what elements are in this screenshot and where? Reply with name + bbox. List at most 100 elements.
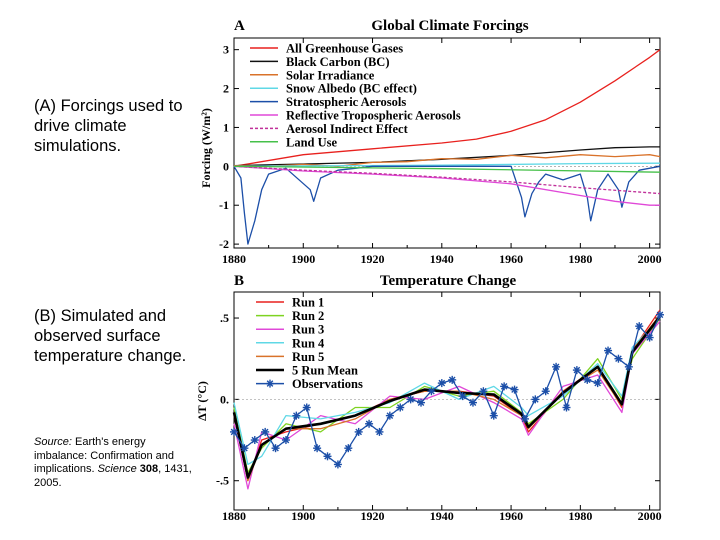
observation-star-stroke [604,347,612,354]
legend-label-observations: Observations [292,377,363,391]
observation-point [583,375,592,384]
observation-star-stroke [376,428,383,436]
y-tick-label: 0. [220,392,229,406]
observation-star-stroke [542,387,550,395]
observation-point [500,382,509,391]
panel-b: B Temperature Change 1880 1900 1920 1940 1960 1… [195,273,664,523]
series-line-reflective-tropospheric-aerosols [233,165,660,206]
legend-label-run-4: Run 4 [292,336,325,350]
series-line-land-use [233,165,661,173]
x-tick-label: 1880 [222,509,246,523]
observation-point [468,398,477,407]
caption-source: Source: Earth's energy imbalance: Confir… [34,436,194,490]
x-tick-label: 1960 [499,252,523,266]
observation-point [375,427,384,436]
panel-a: A Global Climate Forcings 1880 1900 1920 1940… [199,18,662,266]
observation-point [531,395,540,404]
observation-star-stroke [500,383,508,390]
observation-star-stroke [251,436,259,444]
legend-label-aerosol-indirect-effect: Aerosol Indirect Effect [286,122,409,136]
x-tick-label: 1980 [568,252,592,266]
observation-point [385,411,394,420]
observation-star-stroke [355,428,363,436]
observation-star-stroke [230,428,238,436]
legend-label-run-2: Run 2 [292,309,324,323]
observation-star-stroke [407,396,414,403]
observation-point [635,322,644,331]
observation-star-stroke [293,412,300,419]
observation-point [396,403,405,412]
y-tick-label: -1 [219,198,229,212]
x-tick-label: 2000 [638,252,662,266]
observation-point [261,427,270,436]
observation-star-stroke [625,363,633,371]
series-line-snow-albedo-bc-effect [233,162,661,167]
series-line-run-4 [233,317,661,466]
legend-label-snow-albedo-bc-effect: Snow Albedo (BC effect) [286,82,417,96]
observation-star-stroke [272,444,279,452]
plot-frame [233,291,661,511]
observation-star-stroke [573,366,581,374]
observation-star-stroke [365,420,373,428]
observation-point [240,444,249,453]
plot-frame [233,37,661,249]
observation-point [593,379,602,388]
observation-point [437,379,446,388]
observation-point [250,436,259,445]
observation-star-stroke [241,444,248,452]
observation-star-stroke [344,444,352,452]
observation-point [344,444,353,453]
observation-star-stroke [594,379,601,387]
observation-point [333,460,342,469]
observation-star-stroke [490,412,498,419]
x-tick-label: 1880 [222,252,246,266]
series-line-all-greenhouse-gases [233,49,661,167]
observation-point [656,310,664,319]
source-pages: , 1431, 2005. [34,463,192,489]
x-tick-label: 2000 [638,509,662,523]
observation-star-stroke [531,396,539,403]
source-journal: Science [97,463,137,475]
observation-point [271,444,280,453]
observation-star-stroke [448,376,456,384]
x-tick-label: 1900 [291,509,315,523]
series-line-aerosol-indirect-effect [233,165,661,195]
caption-temperature: (B) Simulated and observed surface tempe… [34,307,187,365]
observation-point [552,362,561,371]
legend-label-reflective-tropospheric-aerosols: Reflective Tropospheric Aerosols [286,109,461,123]
legend-label-land-use: Land Use [286,135,338,149]
source-title: Earth's energy imbalance: Confirmation a… [34,436,175,475]
observation-star-stroke [656,311,664,319]
observation-star-stroke [438,379,446,387]
x-tick-label: 1900 [291,252,315,266]
observation-point [614,354,623,363]
legend-label-all-greenhouse-gases: All Greenhouse Gases [286,42,403,56]
series-line-solar-irradiance [233,154,661,167]
legend-label-solar-irradiance: Solar Irradiance [286,68,375,82]
observation-point [406,395,415,404]
legend-label-run-1: Run 1 [292,296,324,310]
x-tick-label: 1920 [361,252,385,266]
chart-title: Temperature Change [380,273,517,289]
observation-point [479,387,488,396]
observation-point [292,411,301,420]
observation-star-stroke [646,334,653,341]
observation-star-stroke [324,452,331,460]
panel-letter: A [234,18,245,34]
y-tick-label: 0 [223,159,229,173]
observation-star-stroke [459,392,466,400]
observation-star-stroke [583,376,591,384]
series-line-run-3 [233,320,661,490]
observation-point [365,419,374,428]
observation-point [624,362,633,371]
observation-point [572,366,581,375]
observation-star-stroke [303,404,311,411]
x-tick-label: 1940 [430,252,454,266]
source-volume: 308 [139,463,159,475]
observation-point [427,387,436,396]
observation-star-stroke [261,428,269,436]
legend-star-stroke [266,380,274,387]
observation-star-stroke [521,415,529,423]
observation-star-stroke [428,387,435,395]
